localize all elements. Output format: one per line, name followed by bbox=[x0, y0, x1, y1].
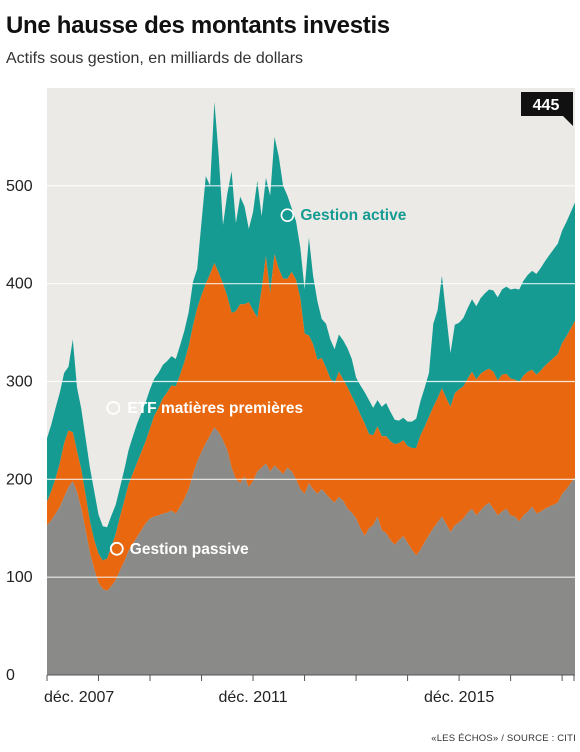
marker-gestion-passive bbox=[109, 541, 124, 556]
marker-etf bbox=[106, 401, 121, 415]
end-value-badge bbox=[521, 92, 573, 126]
label-gestion-passive: Gestion passive bbox=[130, 541, 249, 558]
y-tick-label-500: 500 bbox=[6, 178, 33, 195]
y-tick-label-400: 400 bbox=[6, 276, 33, 293]
area-etf-matieres-premieres bbox=[47, 254, 575, 591]
marker-gestion-active bbox=[280, 208, 295, 222]
y-tick-label-100: 100 bbox=[6, 569, 33, 586]
area-gestion-passive bbox=[47, 427, 575, 675]
area-gestion-active bbox=[47, 101, 575, 561]
y-tick-label-0: 0 bbox=[6, 667, 15, 684]
x-tick-label-0: déc. 2007 bbox=[44, 689, 114, 706]
chart-subtitle: Actifs sous gestion, en milliards de dol… bbox=[6, 50, 304, 67]
y-tick-label-300: 300 bbox=[6, 374, 33, 391]
chart-title: Une hausse des montants investis bbox=[6, 12, 390, 39]
x-tick-label-2: déc. 2015 bbox=[424, 689, 494, 706]
y-tick-label-200: 200 bbox=[6, 471, 33, 488]
x-tick-label-1: déc. 2011 bbox=[219, 689, 288, 706]
label-etf-matieres-premieres: ETF matières premières bbox=[127, 400, 303, 417]
source-credit: «LES ÉCHOS» / SOURCE : CITI bbox=[431, 733, 576, 744]
end-value-label: 445 bbox=[533, 97, 560, 114]
label-gestion-active: Gestion active bbox=[300, 207, 406, 224]
